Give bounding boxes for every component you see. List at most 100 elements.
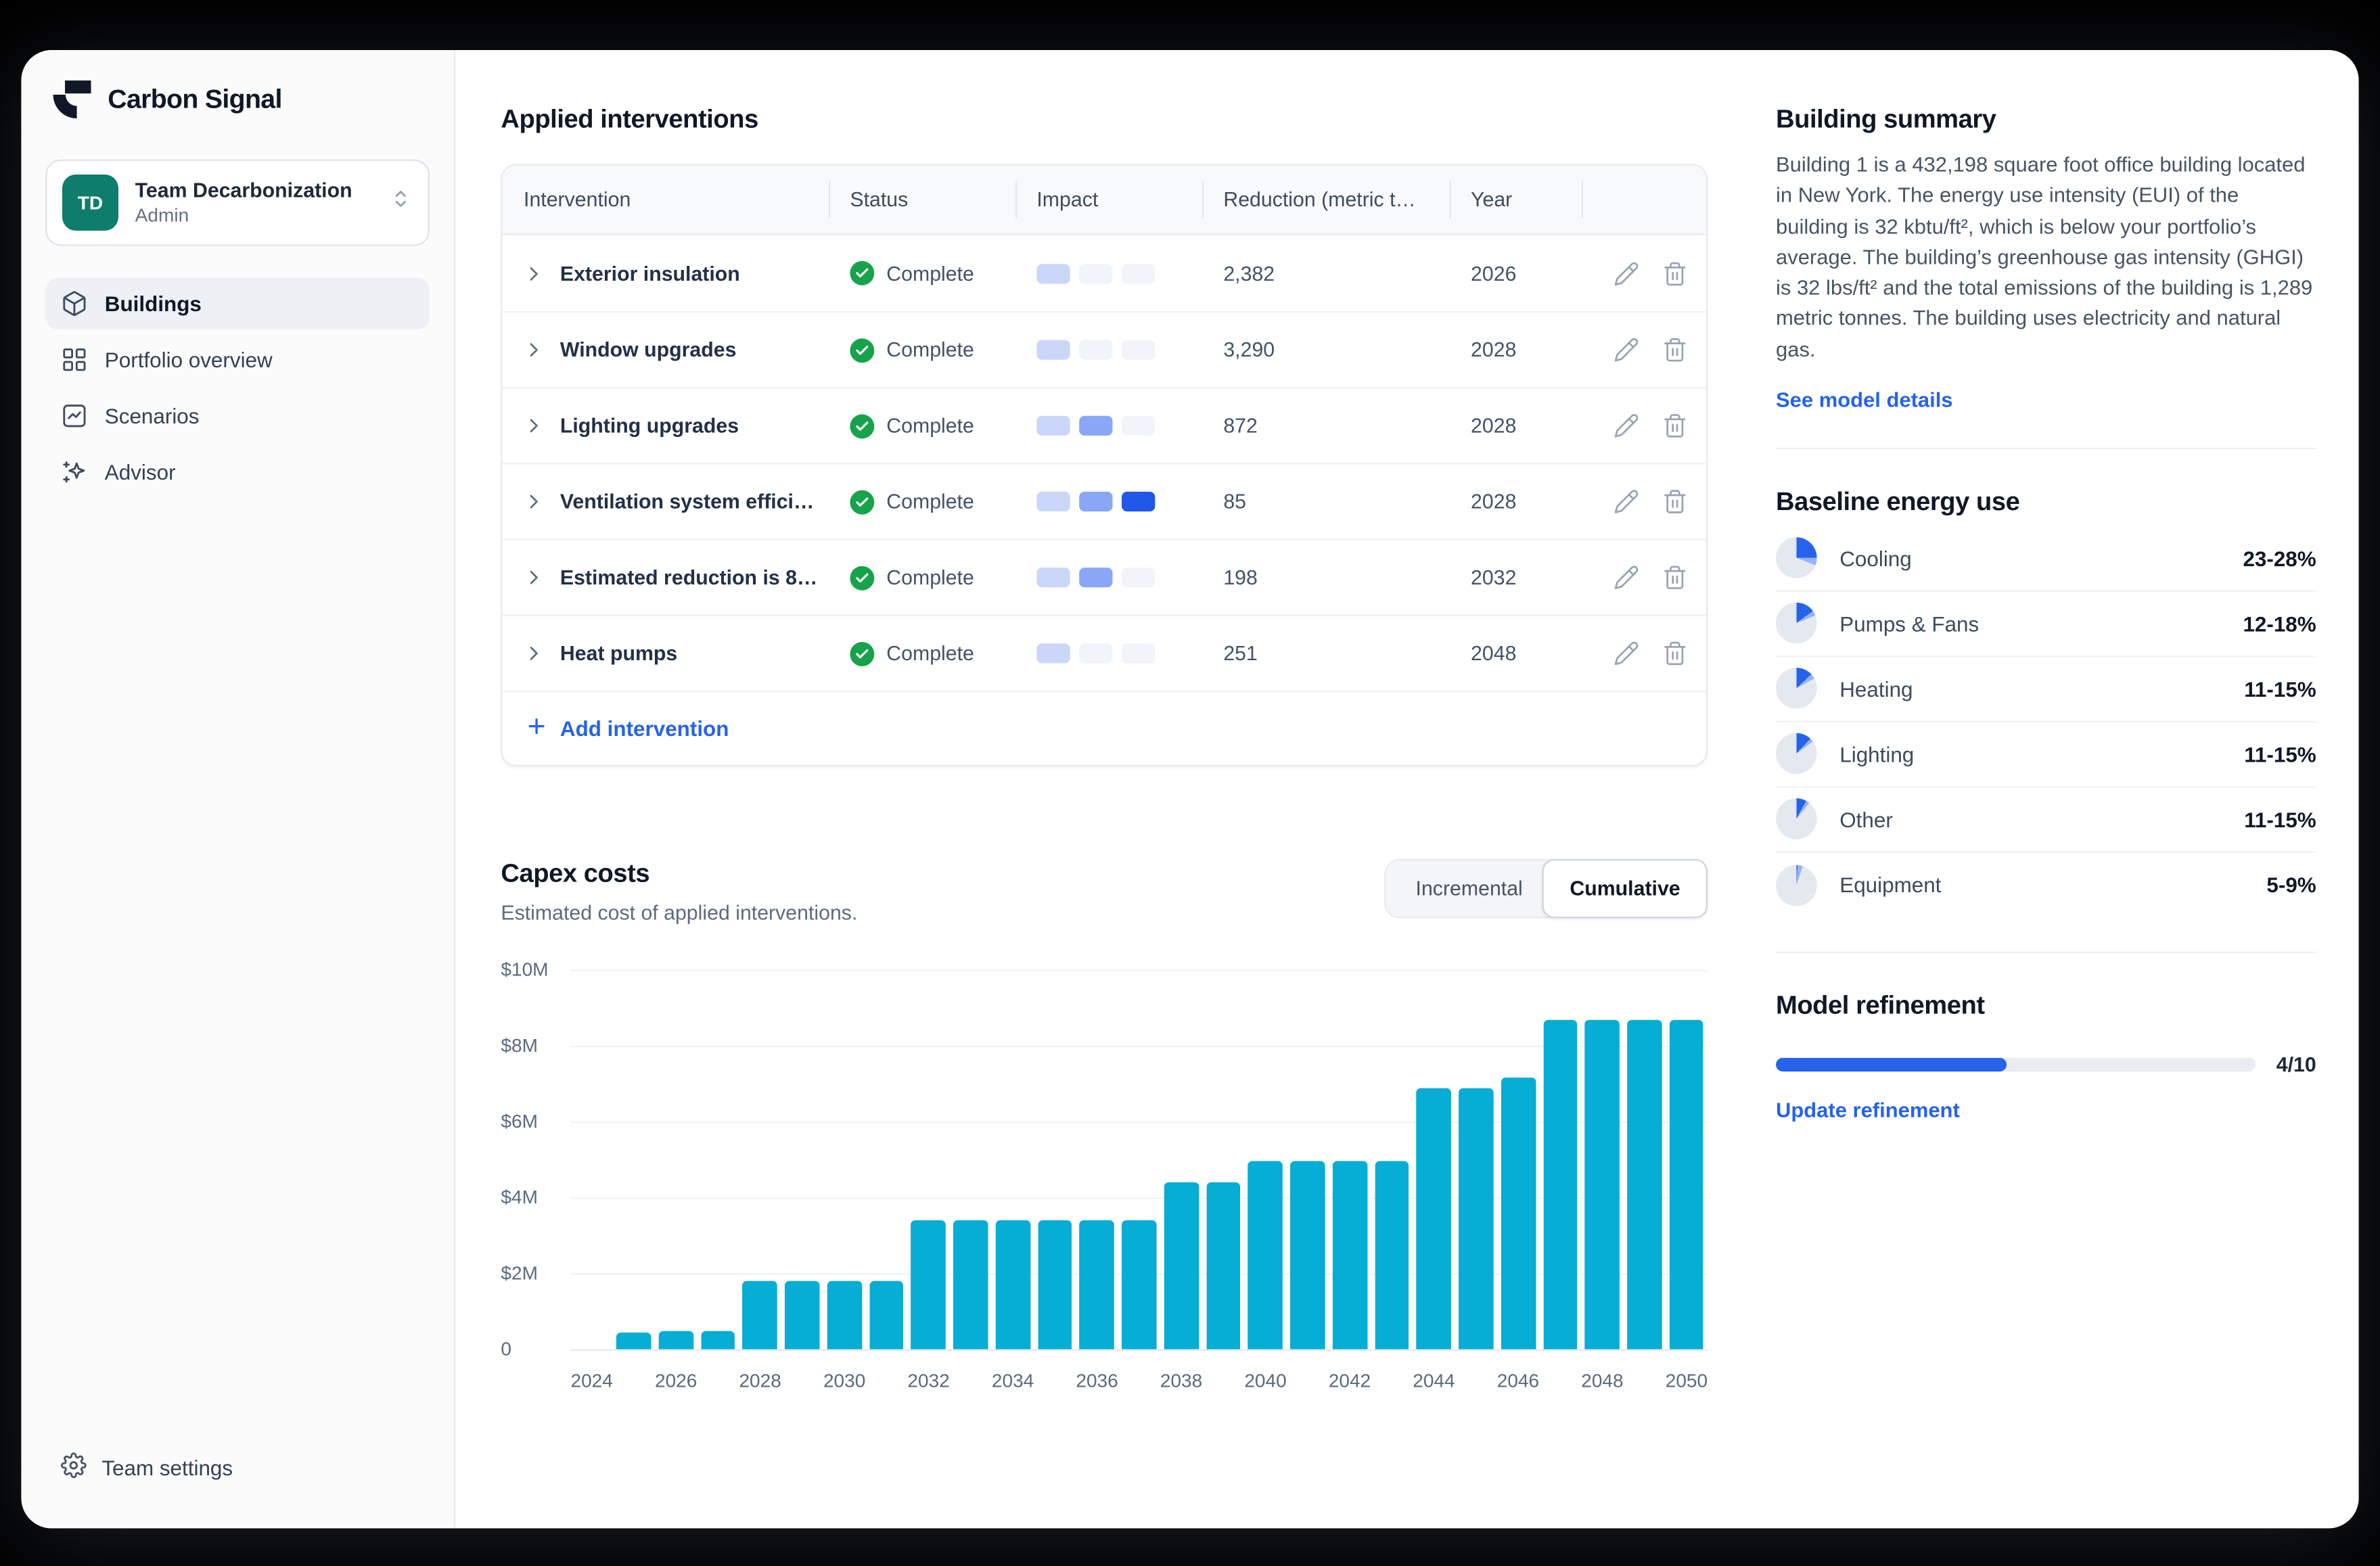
app-window: Carbon Signal TD Team Decarbonization Ad… bbox=[21, 50, 2359, 1529]
chart-bar[interactable] bbox=[1584, 1019, 1620, 1350]
table-footer: Add intervention bbox=[502, 690, 1706, 765]
chart-bar[interactable] bbox=[1374, 1161, 1409, 1350]
energy-label: Other bbox=[1839, 807, 1893, 832]
chart-bar[interactable] bbox=[827, 1281, 862, 1350]
delete-icon[interactable] bbox=[1662, 337, 1687, 363]
chart-bar[interactable] bbox=[1206, 1182, 1241, 1350]
chart-bar[interactable] bbox=[1669, 1019, 1704, 1350]
building-summary-text: Building 1 is a 432,198 square foot offi… bbox=[1776, 153, 2313, 361]
chart-bar[interactable] bbox=[1290, 1161, 1325, 1350]
energy-value: 11-15% bbox=[2244, 742, 2316, 766]
impact-indicator bbox=[1036, 491, 1155, 512]
see-model-details-link[interactable]: See model details bbox=[1776, 388, 1953, 411]
energy-row-cooling: Cooling 23-28% bbox=[1776, 526, 2316, 592]
chevron-right-icon[interactable] bbox=[524, 340, 543, 360]
intervention-cell: Window upgrades bbox=[503, 338, 829, 361]
delete-icon[interactable] bbox=[1662, 488, 1687, 514]
chart-bar[interactable] bbox=[995, 1220, 1030, 1350]
chart-bar[interactable] bbox=[1080, 1220, 1115, 1350]
sidebar-item-scenarios[interactable]: Scenarios bbox=[45, 390, 430, 442]
edit-icon[interactable] bbox=[1613, 413, 1639, 438]
edit-icon[interactable] bbox=[1613, 488, 1639, 514]
delete-icon[interactable] bbox=[1662, 565, 1687, 591]
sidebar-item-portfolio-overview[interactable]: Portfolio overview bbox=[45, 334, 430, 386]
chevron-right-icon[interactable] bbox=[524, 568, 543, 587]
column-header-actions bbox=[1581, 166, 1706, 234]
actions-cell bbox=[1582, 413, 1706, 438]
divider bbox=[1776, 951, 2316, 953]
year-cell: 2026 bbox=[1471, 262, 1517, 285]
sidebar-item-advisor[interactable]: Advisor bbox=[45, 446, 430, 498]
chart-bar[interactable] bbox=[869, 1281, 904, 1350]
chart-bar[interactable] bbox=[1248, 1161, 1283, 1350]
reduction-cell: 3,290 bbox=[1223, 338, 1275, 361]
sidebar-item-buildings[interactable]: Buildings bbox=[45, 277, 430, 329]
team-selector[interactable]: TD Team Decarbonization Admin bbox=[45, 159, 430, 246]
chart-bar[interactable] bbox=[1164, 1182, 1199, 1350]
chart-bar[interactable] bbox=[911, 1220, 946, 1350]
impact-cell bbox=[1015, 491, 1202, 512]
toggle-option-cumulative[interactable]: Cumulative bbox=[1542, 858, 1708, 919]
check-circle-icon bbox=[850, 260, 875, 285]
brand: Carbon Signal bbox=[45, 80, 430, 119]
impact-chip bbox=[1079, 263, 1113, 283]
chart-bar[interactable] bbox=[785, 1281, 820, 1350]
chevron-right-icon[interactable] bbox=[524, 643, 543, 663]
chevron-right-icon[interactable] bbox=[524, 492, 543, 511]
table-row[interactable]: Lighting upgrades Complete 872 2028 bbox=[502, 387, 1706, 463]
add-intervention-button[interactable]: Add intervention bbox=[525, 715, 729, 742]
edit-icon[interactable] bbox=[1613, 260, 1639, 286]
table-row[interactable]: Ventilation system effici… Complete 85 2028 bbox=[502, 463, 1706, 538]
chart-bar[interactable] bbox=[700, 1330, 735, 1350]
chart-bar[interactable] bbox=[1122, 1220, 1157, 1350]
toggle-option-incremental[interactable]: Incremental bbox=[1415, 877, 1523, 900]
energy-label: Pumps & Fans bbox=[1839, 612, 1979, 636]
status-label: Complete bbox=[886, 262, 974, 285]
table-row[interactable]: Window upgrades Complete 3,290 2028 bbox=[502, 310, 1706, 387]
scenarios-icon bbox=[61, 402, 88, 430]
chevron-right-icon[interactable] bbox=[524, 263, 543, 283]
impact-chip bbox=[1036, 415, 1070, 436]
pie-icon bbox=[1776, 668, 1817, 710]
sidebar-item-team-settings[interactable]: Team settings bbox=[60, 1452, 233, 1483]
gridline bbox=[570, 969, 1708, 971]
energy-row-equipment: Equipment 5-9% bbox=[1776, 853, 2316, 918]
update-refinement-link[interactable]: Update refinement bbox=[1776, 1099, 1960, 1122]
chart-bar[interactable] bbox=[1459, 1087, 1494, 1350]
chart-bar[interactable] bbox=[743, 1281, 778, 1350]
chart-bar[interactable] bbox=[616, 1332, 651, 1350]
edit-icon[interactable] bbox=[1613, 337, 1639, 363]
table-row[interactable]: Exterior insulation Complete 2,382 2026 bbox=[503, 235, 1706, 311]
impact-chip bbox=[1036, 491, 1070, 512]
intervention-name: Exterior insulation bbox=[559, 262, 740, 285]
progress-fill bbox=[1776, 1057, 2006, 1072]
capex-toggle: Incremental Cumulative bbox=[1383, 858, 1708, 919]
gridline bbox=[570, 1349, 1708, 1351]
chart-bar[interactable] bbox=[1501, 1078, 1536, 1350]
table-row[interactable]: Estimated reduction is 8… Complete 198 2032 bbox=[502, 538, 1706, 614]
main: Applied interventions Intervention Status… bbox=[455, 50, 2359, 1529]
chart-bar[interactable] bbox=[953, 1220, 988, 1350]
chart-bar[interactable] bbox=[658, 1330, 693, 1350]
interventions-table: Intervention Status Impact Reduction (metri… bbox=[501, 164, 1708, 767]
chart-bar[interactable] bbox=[1416, 1087, 1451, 1350]
edit-icon[interactable] bbox=[1613, 565, 1639, 591]
delete-icon[interactable] bbox=[1662, 641, 1687, 666]
status-cell: Complete bbox=[829, 338, 1015, 363]
chart-bar[interactable] bbox=[1542, 1019, 1578, 1350]
impact-cell bbox=[1015, 568, 1202, 588]
energy-row-heating: Heating 11-15% bbox=[1776, 657, 2316, 722]
chart-bar[interactable] bbox=[1627, 1019, 1662, 1350]
x-axis-label: 2024 bbox=[570, 1370, 613, 1392]
y-axis-label: $6M bbox=[501, 1111, 538, 1132]
delete-icon[interactable] bbox=[1662, 260, 1687, 286]
delete-icon[interactable] bbox=[1662, 413, 1687, 438]
sidebar-item-label: Advisor bbox=[104, 459, 176, 484]
chevron-right-icon[interactable] bbox=[524, 416, 543, 436]
table-row[interactable]: Heat pumps Complete 251 2048 bbox=[502, 614, 1706, 691]
sidebar-item-label: Buildings bbox=[104, 291, 202, 316]
edit-icon[interactable] bbox=[1613, 641, 1639, 666]
chart-bar[interactable] bbox=[1037, 1220, 1072, 1350]
team-role: Admin bbox=[135, 204, 189, 227]
chart-bar[interactable] bbox=[1332, 1161, 1367, 1350]
